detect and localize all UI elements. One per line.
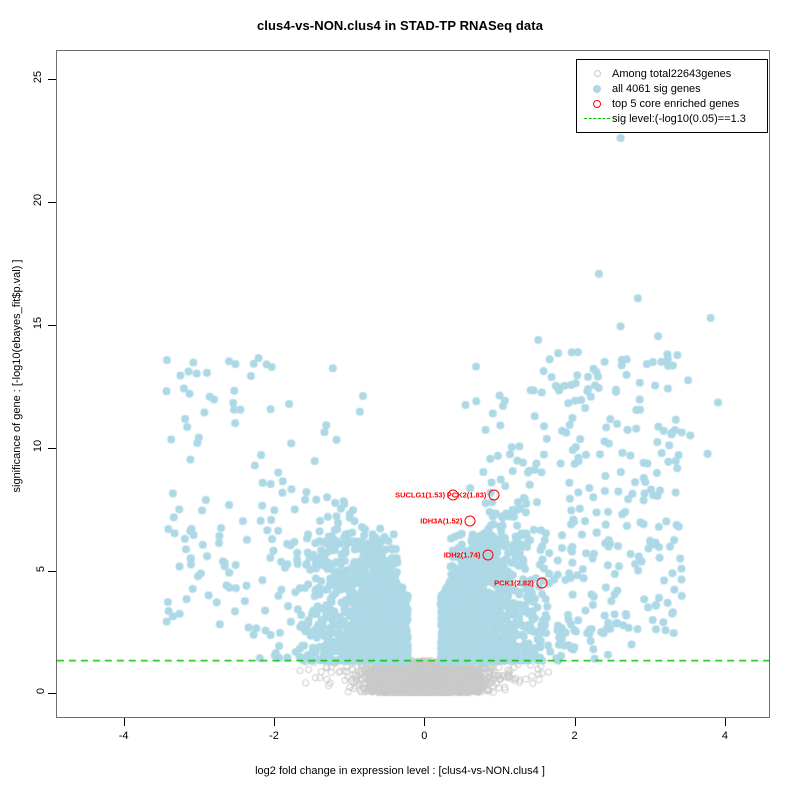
y-axis-tick-label: 25 bbox=[31, 71, 44, 84]
legend: Among total22643genes all 4061 sig genes… bbox=[576, 59, 768, 133]
legend-label: sig level:(-log10(0.05)==1.3 bbox=[612, 112, 746, 125]
gene-label: IDH3A(1.52) bbox=[420, 516, 463, 526]
x-axis-tick bbox=[424, 718, 426, 726]
y-axis-tick-label: 20 bbox=[31, 194, 44, 207]
x-axis-tick bbox=[724, 718, 726, 726]
x-axis-tick bbox=[574, 718, 576, 726]
legend-item-sig: all 4061 sig genes bbox=[582, 81, 760, 96]
gene-marker-circle bbox=[447, 489, 459, 501]
x-axis-tick-label: -4 bbox=[118, 730, 129, 742]
x-axis-tick-label: 2 bbox=[571, 730, 578, 742]
x-axis-tick bbox=[273, 718, 275, 726]
open-grey-circle-icon bbox=[582, 70, 612, 77]
open-red-circle-icon bbox=[582, 99, 612, 108]
y-axis-tick bbox=[48, 693, 56, 695]
x-axis-tick-label: 0 bbox=[421, 730, 428, 742]
y-axis-tick-label: 5 bbox=[34, 565, 47, 572]
gene-marker-circle bbox=[536, 577, 548, 589]
legend-item-threshold: sig level:(-log10(0.05)==1.3 bbox=[582, 111, 760, 126]
green-dashed-line-icon bbox=[582, 118, 612, 119]
gene-marker-circle bbox=[488, 489, 500, 501]
legend-label: Among total22643genes bbox=[612, 67, 732, 80]
y-axis-tick-label: 0 bbox=[34, 688, 47, 695]
y-axis-tick bbox=[48, 202, 56, 204]
gene-marker-circle bbox=[464, 515, 476, 527]
x-axis-tick bbox=[123, 718, 125, 726]
gene-label: PCK2(1.83) bbox=[446, 490, 487, 500]
gene-marker-circle bbox=[482, 549, 494, 561]
legend-label: all 4061 sig genes bbox=[612, 82, 701, 95]
y-axis-tick bbox=[48, 447, 56, 449]
x-axis-label: log2 fold change in expression level : [… bbox=[255, 765, 545, 777]
x-axis-tick-label: -2 bbox=[269, 730, 279, 742]
y-axis-tick bbox=[48, 570, 56, 572]
scatter-canvas bbox=[57, 51, 769, 717]
y-axis-tick bbox=[48, 79, 56, 81]
legend-item-core: top 5 core enriched genes bbox=[582, 96, 760, 111]
gene-label: IDH2(1.74) bbox=[443, 550, 481, 560]
x-axis-tick-label: 4 bbox=[721, 730, 728, 742]
gene-label: PCK1(2.82) bbox=[494, 578, 534, 588]
filled-blue-circle-icon bbox=[582, 84, 612, 93]
y-axis-label: significance of gene : [-log10(ebayes_fi… bbox=[11, 259, 23, 493]
legend-label: top 5 core enriched genes bbox=[612, 97, 740, 110]
plot-area: SUCLG1(1.53) PCK2(1.83) IDH3A(1.52) IDH2(1.… bbox=[56, 50, 770, 718]
y-axis-tick bbox=[48, 325, 56, 327]
legend-item-total: Among total22643genes bbox=[582, 66, 760, 81]
gene-label: SUCLG1(1.53) bbox=[395, 490, 446, 500]
page-title: clus4-vs-NON.clus4 in STAD-TP RNASeq dat… bbox=[256, 18, 544, 33]
